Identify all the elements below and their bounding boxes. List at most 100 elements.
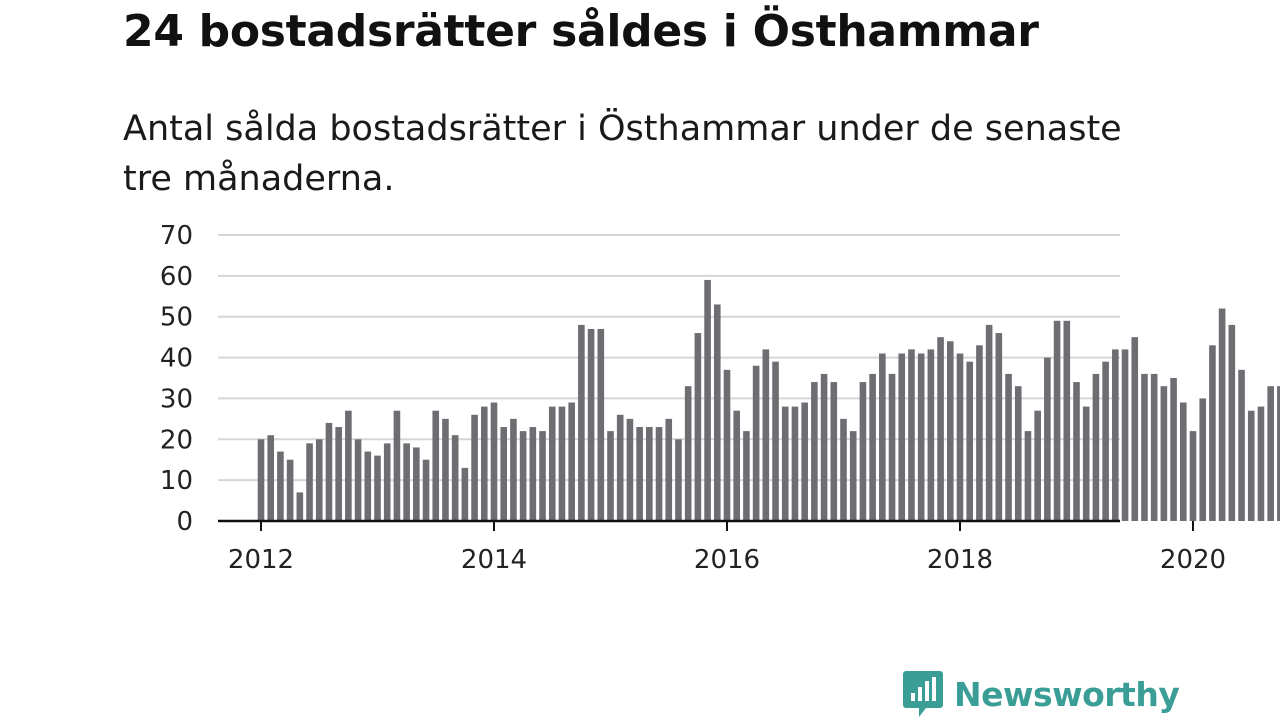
bar xyxy=(1257,406,1265,521)
bar xyxy=(607,431,614,521)
bar xyxy=(869,373,876,521)
bar xyxy=(558,406,566,521)
bar xyxy=(849,431,857,521)
bar xyxy=(908,349,915,521)
bar xyxy=(1267,386,1274,521)
bar xyxy=(937,337,944,521)
x-tick-label: 2018 xyxy=(927,545,993,575)
y-tick-label: 10 xyxy=(160,466,193,496)
bar xyxy=(442,418,449,521)
bar xyxy=(578,324,585,521)
bar xyxy=(519,431,527,521)
bar xyxy=(636,427,643,521)
bar xyxy=(898,353,906,521)
bar xyxy=(927,349,935,521)
bar xyxy=(1121,349,1129,521)
bar xyxy=(422,459,430,521)
bar xyxy=(1160,386,1168,521)
bar xyxy=(985,324,993,521)
y-tick-label: 0 xyxy=(176,507,193,537)
bar xyxy=(364,451,372,521)
bar xyxy=(1170,378,1177,521)
bar xyxy=(471,414,478,521)
bar xyxy=(1141,373,1148,521)
bar xyxy=(490,402,498,521)
bar xyxy=(1053,320,1061,521)
x-tick-label: 2016 xyxy=(694,545,760,575)
bar xyxy=(374,455,381,521)
bar xyxy=(694,333,702,521)
bar xyxy=(626,418,634,521)
x-tick-label: 2012 xyxy=(228,545,294,575)
bar xyxy=(1209,345,1216,521)
bar xyxy=(1150,373,1158,521)
bar xyxy=(762,349,770,521)
bar xyxy=(1179,402,1187,521)
bar xyxy=(1005,373,1012,521)
bar xyxy=(811,382,818,521)
bar xyxy=(704,279,711,521)
bar xyxy=(655,427,663,521)
bar xyxy=(403,443,410,521)
bar xyxy=(296,492,304,521)
bar xyxy=(335,427,342,521)
bar xyxy=(1218,308,1226,521)
bar xyxy=(383,443,391,521)
bar xyxy=(1112,349,1119,521)
bar xyxy=(733,410,741,521)
bar xyxy=(315,439,323,521)
bar xyxy=(1082,406,1090,521)
y-tick-label: 50 xyxy=(160,303,193,333)
bar xyxy=(966,361,974,521)
x-tick-label: 2014 xyxy=(461,545,527,575)
y-tick-label: 60 xyxy=(160,262,193,292)
bar xyxy=(1034,410,1041,521)
bar xyxy=(451,435,459,521)
bar xyxy=(548,406,556,521)
bar xyxy=(646,427,653,521)
bar xyxy=(500,427,508,521)
brand-name: Newsworthy xyxy=(954,674,1180,714)
labels: 0102030405060702012201420162018202020222… xyxy=(160,221,1226,575)
bar xyxy=(461,467,469,521)
bar xyxy=(684,386,692,521)
bar xyxy=(888,373,896,521)
bar xyxy=(1189,431,1197,521)
bar xyxy=(859,382,867,521)
bar xyxy=(1014,386,1022,521)
bar xyxy=(1063,320,1071,521)
bar xyxy=(267,435,275,521)
y-tick-label: 30 xyxy=(160,384,193,414)
x-tick-label: 2020 xyxy=(1160,545,1226,575)
y-tick-label: 20 xyxy=(160,425,193,455)
bar xyxy=(791,406,799,521)
bar xyxy=(510,418,517,521)
bar xyxy=(539,431,546,521)
bar xyxy=(616,414,624,521)
bar xyxy=(956,353,964,521)
bar xyxy=(257,439,265,521)
bar xyxy=(772,361,779,521)
bar xyxy=(393,410,401,521)
bar xyxy=(976,345,983,521)
bar xyxy=(743,431,750,521)
bar xyxy=(665,418,673,521)
bar xyxy=(597,328,605,521)
bar xyxy=(723,369,731,521)
bar xyxy=(568,402,575,521)
chart-subtitle: Antal sålda bostadsrätter i Östhammar un… xyxy=(123,109,1122,199)
bar xyxy=(277,451,284,521)
bar xyxy=(801,402,808,521)
bar xyxy=(781,406,789,521)
bar xyxy=(713,304,721,521)
bar xyxy=(1238,369,1245,521)
bar xyxy=(917,353,925,521)
bar xyxy=(413,447,420,521)
bar xyxy=(946,341,954,521)
bar xyxy=(1247,410,1255,521)
bar xyxy=(1024,431,1032,521)
bar xyxy=(1073,382,1080,521)
bar xyxy=(1199,398,1207,521)
bar xyxy=(1102,361,1109,521)
